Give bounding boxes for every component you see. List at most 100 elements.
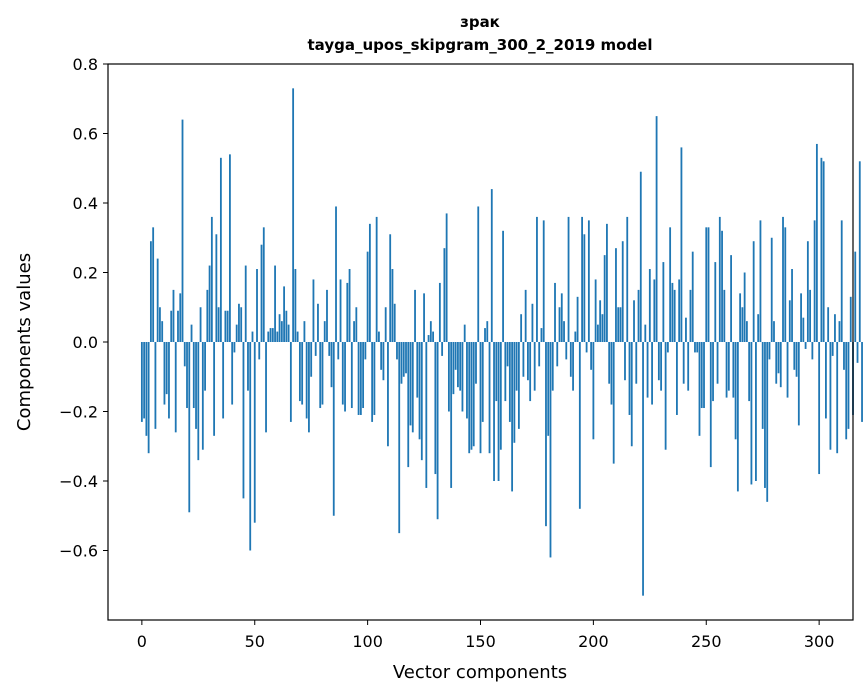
- bar-247: [698, 342, 701, 436]
- bar-21: [188, 342, 191, 513]
- bar-28: [204, 342, 206, 391]
- bar-153: [486, 321, 489, 342]
- bar-84: [330, 342, 333, 388]
- bar-124: [420, 342, 423, 461]
- bar-312: [845, 342, 848, 440]
- bar-306: [831, 342, 834, 356]
- bar-111: [391, 269, 394, 342]
- bar-77: [314, 342, 317, 356]
- bar-314: [849, 296, 852, 342]
- bar-223: [644, 324, 647, 343]
- bar-18: [181, 119, 184, 342]
- bar-76: [312, 279, 315, 342]
- bar-185: [558, 307, 561, 342]
- bar-116: [402, 342, 405, 377]
- bar-242: [687, 342, 690, 391]
- bar-198: [587, 220, 590, 343]
- bar-30: [208, 265, 211, 342]
- bar-79: [319, 342, 322, 409]
- bar-235: [671, 282, 674, 342]
- bar-316: [854, 251, 857, 342]
- bar-192: [574, 331, 577, 342]
- y-axis-label: Components values: [14, 253, 35, 431]
- bar-118: [407, 342, 410, 468]
- bar-128: [429, 321, 432, 342]
- bar-105: [378, 331, 380, 342]
- bar-17: [179, 293, 182, 342]
- bar-31: [210, 216, 213, 342]
- bar-82: [326, 289, 328, 343]
- bar-248: [700, 342, 703, 409]
- bar-240: [682, 342, 685, 384]
- bar-101: [368, 223, 371, 342]
- bar-190: [569, 342, 572, 377]
- bar-233: [666, 342, 669, 353]
- bar-270: [750, 342, 753, 485]
- bar-148: [475, 342, 477, 384]
- bar-186: [560, 293, 563, 342]
- bar-172: [529, 342, 532, 402]
- bar-193: [576, 296, 579, 342]
- bar-15: [174, 342, 177, 433]
- bar-123: [418, 342, 421, 440]
- x-axis-ticks: 0 50 100 150 200 250 300: [137, 620, 834, 651]
- y-tick-label-3: 0.0: [73, 333, 98, 352]
- bar-140: [457, 342, 459, 388]
- bar-167: [517, 342, 520, 429]
- bar-262: [732, 342, 735, 398]
- y-tick-label-5: 0.4: [73, 194, 98, 213]
- bar-20: [186, 342, 188, 409]
- bar-277: [766, 342, 769, 502]
- y-tick-label-0: −0.6: [59, 542, 98, 561]
- bar-307: [834, 314, 836, 342]
- bar-94: [353, 321, 355, 342]
- bar-194: [578, 342, 581, 509]
- bar-301: [820, 157, 823, 342]
- bar-203: [599, 300, 602, 342]
- bar-48: [249, 342, 252, 551]
- bar-67: [292, 88, 295, 342]
- bar-226: [651, 342, 653, 405]
- bar-265: [739, 293, 742, 342]
- bar-72: [303, 321, 306, 342]
- bar-256: [718, 216, 721, 342]
- bar-299: [815, 143, 818, 342]
- bar-41: [233, 342, 236, 353]
- bar-273: [757, 314, 760, 342]
- bar-121: [414, 289, 416, 343]
- bar-149: [477, 206, 480, 342]
- bar-70: [298, 342, 301, 402]
- y-tick-label-7: 0.8: [73, 55, 98, 74]
- bar-44: [240, 307, 243, 342]
- bar-217: [630, 342, 633, 447]
- bar-60: [276, 331, 279, 342]
- x-tick-label-5: 250: [691, 632, 722, 651]
- bar-272: [755, 342, 757, 481]
- bar-175: [536, 216, 538, 342]
- y-tick-label-1: −0.4: [59, 472, 98, 491]
- bar-181: [549, 342, 552, 558]
- bar-139: [454, 342, 457, 370]
- bar-19: [183, 342, 186, 367]
- bar-279: [770, 237, 773, 342]
- bar-264: [736, 342, 739, 492]
- bar-14: [172, 289, 175, 343]
- bar-0: [140, 342, 143, 422]
- bar-106: [380, 342, 383, 370]
- bar-64: [285, 310, 288, 342]
- bar-131: [436, 342, 439, 520]
- bar-282: [777, 342, 780, 374]
- bar-89: [341, 342, 344, 405]
- bar-10: [163, 342, 166, 405]
- bar-196: [583, 234, 586, 342]
- bar-318: [858, 161, 861, 342]
- bar-206: [606, 223, 608, 342]
- bar-274: [759, 220, 762, 343]
- bar-3: [147, 342, 150, 454]
- bar-23: [192, 342, 195, 409]
- bar-26: [199, 307, 202, 342]
- bar-261: [730, 255, 732, 343]
- bar-173: [531, 303, 534, 342]
- bar-135: [445, 213, 448, 342]
